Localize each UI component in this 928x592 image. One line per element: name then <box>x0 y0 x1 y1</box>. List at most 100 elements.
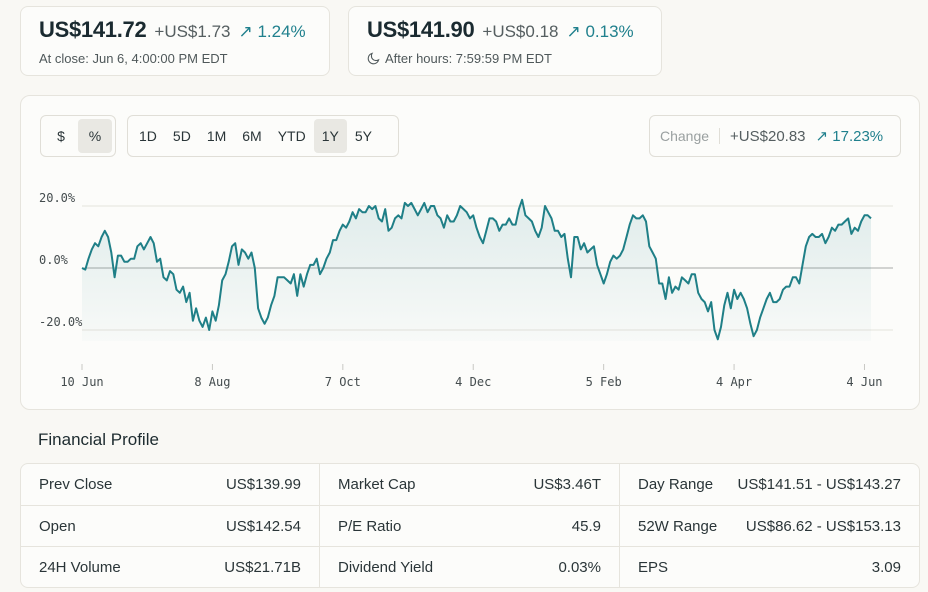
data-point <box>404 202 406 204</box>
range-5y-button[interactable]: 5Y <box>354 128 372 144</box>
data-point <box>316 258 318 260</box>
data-point <box>489 217 491 219</box>
stat-value: US$142.54 <box>225 517 301 535</box>
data-point <box>701 298 703 300</box>
data-point <box>779 298 781 300</box>
data-point <box>717 338 719 340</box>
data-point <box>303 286 305 288</box>
data-point <box>436 214 438 216</box>
data-point <box>551 217 553 219</box>
data-point <box>599 273 601 275</box>
data-point <box>309 264 311 266</box>
data-point <box>189 292 191 294</box>
data-point <box>586 252 588 254</box>
price-line-chart[interactable]: 20.0% 0.0% -20.0% 10 Jun 8 Aug 7 Oct 4 Dec 5 F… <box>21 96 919 409</box>
after-hours-quote-card: US$141.90 +US$0.18 ↗ 0.13% After hours: … <box>348 6 662 76</box>
data-point <box>723 304 725 306</box>
data-point <box>811 233 813 235</box>
data-point <box>736 298 738 300</box>
data-point <box>502 224 504 226</box>
percent-mode-button[interactable]: % <box>78 119 112 153</box>
moon-icon <box>367 52 380 65</box>
data-point <box>622 248 624 250</box>
data-point <box>280 276 282 278</box>
data-point <box>384 208 386 210</box>
data-point <box>195 307 197 309</box>
data-point <box>867 214 869 216</box>
data-point <box>870 217 872 219</box>
data-point <box>202 326 204 328</box>
data-point <box>844 221 846 223</box>
data-point <box>860 221 862 223</box>
data-point <box>665 298 667 300</box>
data-point <box>273 295 275 297</box>
range-1y-button[interactable]: 1Y <box>313 119 347 153</box>
data-point <box>231 245 233 247</box>
data-point <box>150 236 152 238</box>
data-point <box>104 230 106 232</box>
y-tick-label: 20.0% <box>39 191 76 205</box>
after-hours-percent: ↗ 0.13% <box>566 22 634 41</box>
close-timestamp: At close: Jun 6, 4:00:00 PM EDT <box>39 51 228 66</box>
data-point <box>378 217 380 219</box>
y-tick-label: -20.0% <box>39 315 83 329</box>
x-tick-label: 5 Feb <box>586 375 622 389</box>
data-point <box>583 242 585 244</box>
x-tick-label: 8 Aug <box>194 375 230 389</box>
data-point <box>319 273 321 275</box>
data-point <box>440 217 442 219</box>
data-point <box>427 211 429 213</box>
data-point <box>205 317 207 319</box>
data-point <box>306 273 308 275</box>
data-point <box>655 258 657 260</box>
data-point <box>648 245 650 247</box>
data-point <box>463 208 465 210</box>
data-point <box>821 233 823 235</box>
data-point <box>123 261 125 263</box>
data-point <box>374 205 376 207</box>
range-5d-button[interactable]: 5D <box>172 128 191 144</box>
data-point <box>498 230 500 232</box>
data-point <box>612 255 614 257</box>
data-point <box>678 289 680 291</box>
data-point <box>818 236 820 238</box>
data-point <box>414 208 416 210</box>
after-hours-price: US$141.90 <box>367 17 475 42</box>
data-point <box>854 227 856 229</box>
data-point <box>668 276 670 278</box>
data-point <box>753 335 755 337</box>
data-point <box>469 217 471 219</box>
range-1d-button[interactable]: 1D <box>139 128 157 144</box>
data-point <box>652 252 654 254</box>
data-point <box>694 273 696 275</box>
data-point <box>326 258 328 260</box>
data-point <box>639 217 641 219</box>
range-6m-button[interactable]: 6M <box>242 128 262 144</box>
data-point <box>283 276 285 278</box>
data-point <box>381 221 383 223</box>
data-point <box>221 279 223 281</box>
data-point <box>661 283 663 285</box>
dollar-mode-button[interactable]: $ <box>57 128 65 144</box>
data-point <box>850 233 852 235</box>
data-point <box>254 267 256 269</box>
data-point <box>792 276 794 278</box>
data-point <box>88 258 90 260</box>
data-point <box>802 264 804 266</box>
data-point <box>554 230 556 232</box>
data-point <box>101 236 103 238</box>
data-point <box>815 236 817 238</box>
stat-open: Open US$142.54 <box>21 506 320 547</box>
stat-pe-ratio: P/E Ratio 45.9 <box>320 506 620 547</box>
stat-prev-close: Prev Close US$139.99 <box>21 464 320 506</box>
data-point <box>537 236 539 238</box>
data-point <box>733 289 735 291</box>
stat-value: 3.09 <box>871 559 901 576</box>
range-ytd-button[interactable]: YTD <box>277 128 306 144</box>
data-point <box>417 214 419 216</box>
data-point <box>198 320 200 322</box>
stat-value: US$141.51 - US$143.27 <box>737 476 901 493</box>
range-1m-button[interactable]: 1M <box>206 128 227 144</box>
data-point <box>293 273 295 275</box>
stat-eps: EPS 3.09 <box>620 547 919 587</box>
